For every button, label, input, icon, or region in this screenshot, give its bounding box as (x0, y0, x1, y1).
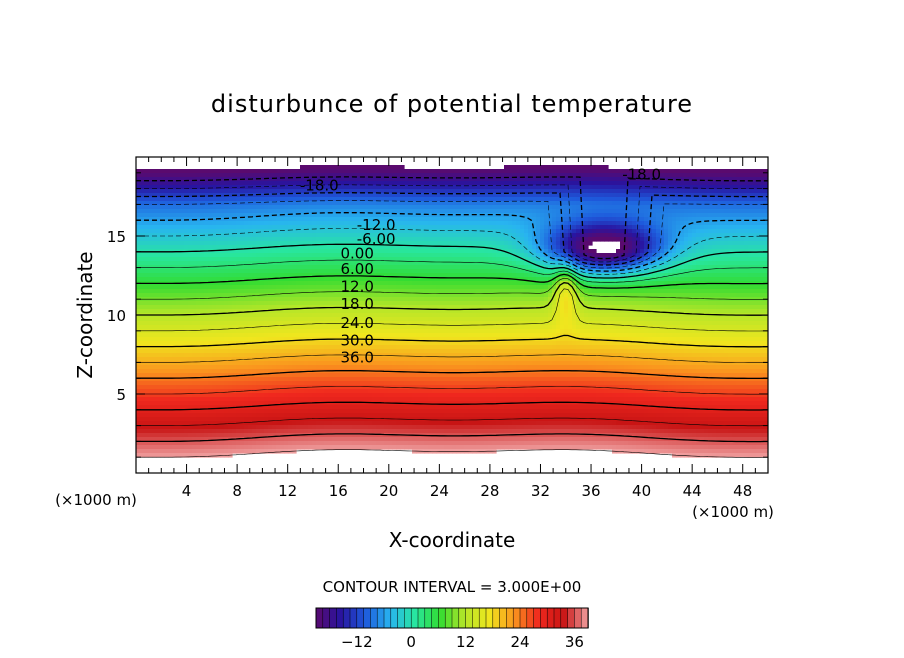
colorbar-cell (472, 608, 479, 628)
x-tick-label: 4 (182, 482, 192, 500)
colorbar-cell (323, 608, 330, 628)
y-tick-label: 10 (107, 307, 126, 325)
colorbar-cell (445, 608, 452, 628)
colorbar-cell (479, 608, 486, 628)
x-tick-label: 12 (278, 482, 297, 500)
colorbar-cell (411, 608, 418, 628)
colorbar-cell (370, 608, 377, 628)
x-tick-label: 28 (480, 482, 499, 500)
colorbar-cell (581, 608, 588, 628)
colorbar-cell (506, 608, 513, 628)
colorbar-tick-label: −12 (341, 633, 373, 651)
y-tick-label: 15 (107, 228, 126, 246)
colorbar-cell (398, 608, 405, 628)
contour-fill (136, 165, 769, 458)
contour-label: 18.0 (340, 295, 373, 313)
colorbar-cell (568, 608, 575, 628)
colorbar-cell (486, 608, 493, 628)
colorbar-cell (554, 608, 561, 628)
contour-label: -18.0 (300, 176, 339, 194)
x-unit-label-right: (×1000 m) (692, 503, 774, 521)
x-tick-label: 36 (581, 482, 600, 500)
colorbar-cell (364, 608, 371, 628)
colorbar-cell (459, 608, 466, 628)
colorbar-cell (418, 608, 425, 628)
contour-label: -18.0 (622, 165, 661, 183)
x-tick-label: 16 (329, 482, 348, 500)
colorbar-tick-label: 24 (510, 633, 529, 651)
colorbar: −12 0 12 24 36 (316, 608, 589, 651)
x-tick-label: 48 (733, 482, 752, 500)
contour-label: 30.0 (340, 331, 373, 349)
contour-interval-text: CONTOUR INTERVAL = 3.000E+00 (323, 578, 582, 596)
colorbar-cell (336, 608, 343, 628)
x-unit-label: (×1000 m) (55, 491, 137, 509)
x-tick-label: 8 (232, 482, 242, 500)
colorbar-cell (384, 608, 391, 628)
colorbar-cell (432, 608, 439, 628)
colorbar-cell (540, 608, 547, 628)
contour-label: 36.0 (340, 349, 373, 367)
colorbar-cell (561, 608, 568, 628)
x-tick-label: 32 (531, 482, 550, 500)
colorbar-cell (330, 608, 337, 628)
colorbar-cell (391, 608, 398, 628)
colorbar-tick-label: 0 (406, 633, 416, 651)
x-tick-label: 20 (379, 482, 398, 500)
colorbar-cell (404, 608, 411, 628)
chart-title: disturbunce of potential temperature (211, 90, 693, 118)
colorbar-cell (574, 608, 581, 628)
x-tick-label: 40 (632, 482, 651, 500)
colorbar-cell (527, 608, 534, 628)
colorbar-cell (452, 608, 459, 628)
colorbar-cell (343, 608, 350, 628)
x-tick-label: 44 (683, 482, 702, 500)
colorbar-cell (438, 608, 445, 628)
colorbar-cell (534, 608, 541, 628)
colorbar-cell (520, 608, 527, 628)
colorbar-tick-label: 36 (565, 633, 584, 651)
y-axis-label: Z-coordinate (73, 251, 97, 378)
contour-label: 12.0 (340, 278, 373, 296)
contour-label: 6.00 (340, 260, 373, 278)
colorbar-cell (500, 608, 507, 628)
colorbar-cell (466, 608, 473, 628)
x-tick-label: 24 (430, 482, 449, 500)
y-tick-label: 5 (116, 386, 126, 404)
colorbar-cell (350, 608, 357, 628)
colorbar-cell (547, 608, 554, 628)
colorbar-cell (513, 608, 520, 628)
colorbar-cell (377, 608, 384, 628)
x-axis-label: X-coordinate (389, 528, 516, 552)
colorbar-tick-label: 12 (456, 633, 475, 651)
colorbar-cell (357, 608, 364, 628)
colorbar-cell (425, 608, 432, 628)
colorbar-cell (316, 608, 323, 628)
colorbar-cell (493, 608, 500, 628)
contour-label: 24.0 (340, 314, 373, 332)
